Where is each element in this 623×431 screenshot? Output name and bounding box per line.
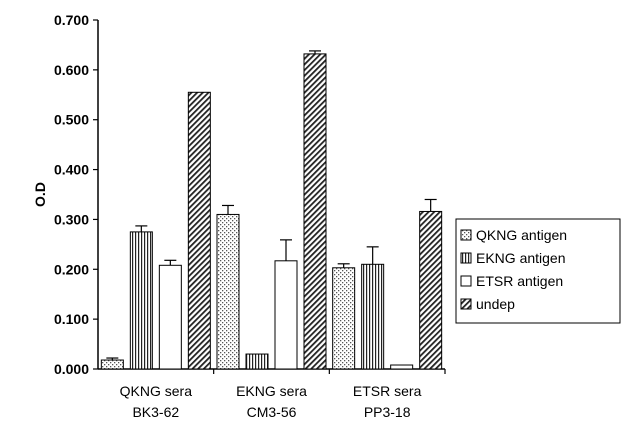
bar: [390, 364, 414, 370]
x-category-label: ETSR sera: [353, 383, 422, 399]
legend-label: EKNG antigen: [476, 250, 566, 266]
legend-label: ETSR antigen: [476, 273, 563, 289]
bar: [332, 267, 356, 370]
legend-label: undep: [476, 296, 515, 312]
y-axis-title: O.D: [32, 182, 48, 207]
x-category-label: EKNG sera: [236, 383, 307, 399]
y-tick-label: 0.500: [54, 112, 89, 128]
y-tick-label: 0.000: [54, 361, 89, 377]
y-tick-label: 0.200: [54, 261, 89, 277]
legend-swatch: [460, 298, 472, 310]
x-category-label: CM3-56: [247, 404, 297, 420]
x-category-label: BK3-62: [132, 404, 179, 420]
bar: [216, 213, 240, 370]
bar: [158, 264, 182, 370]
bar: [361, 263, 385, 370]
y-tick-label: 0.700: [54, 12, 89, 28]
bar: [187, 91, 211, 370]
legend-box: [455, 218, 621, 324]
legend-swatch: [460, 275, 472, 287]
x-category-label: PP3-18: [364, 404, 411, 420]
y-tick-label: 0.100: [54, 311, 89, 327]
bar: [419, 210, 443, 370]
x-category-label: QKNG sera: [120, 383, 193, 399]
y-tick-label: 0.300: [54, 211, 89, 227]
legend-swatch: [460, 252, 472, 264]
bar: [303, 53, 327, 370]
y-tick-label: 0.400: [54, 162, 89, 178]
bar: [129, 231, 153, 370]
bar: [245, 353, 269, 370]
y-tick-label: 0.600: [54, 62, 89, 78]
legend-label: QKNG antigen: [476, 227, 567, 243]
bar: [100, 359, 124, 370]
legend-swatch: [460, 229, 472, 241]
bar: [274, 260, 298, 370]
